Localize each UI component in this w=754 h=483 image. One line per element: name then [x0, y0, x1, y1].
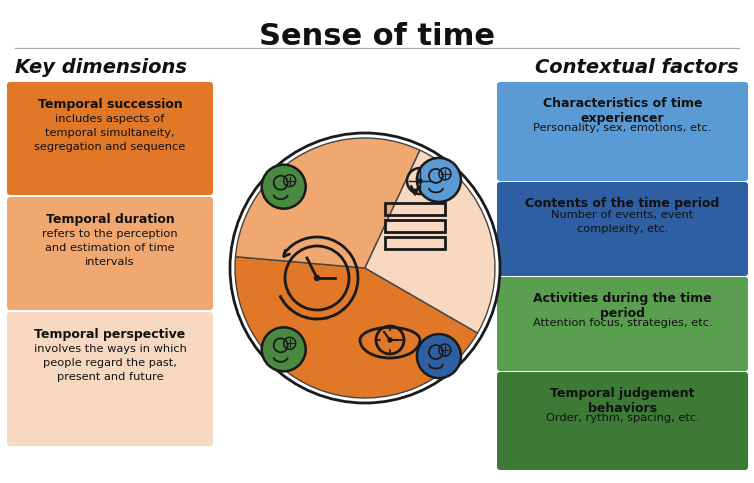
- Circle shape: [418, 179, 422, 183]
- Text: Personality, sex, emotions, etc.: Personality, sex, emotions, etc.: [533, 123, 712, 133]
- Text: Temporal succession: Temporal succession: [38, 98, 182, 111]
- Circle shape: [388, 338, 392, 342]
- Text: Temporal perspective: Temporal perspective: [35, 328, 185, 341]
- Circle shape: [230, 133, 500, 403]
- Circle shape: [342, 308, 345, 311]
- Text: Number of events, event
complexity, etc.: Number of events, event complexity, etc.: [551, 210, 694, 234]
- Text: includes aspects of
temporal simultaneity,
segregation and sequence: includes aspects of temporal simultaneit…: [35, 114, 185, 152]
- Circle shape: [262, 327, 305, 371]
- FancyBboxPatch shape: [497, 82, 748, 181]
- FancyBboxPatch shape: [7, 312, 213, 446]
- Circle shape: [417, 158, 461, 202]
- Text: Contents of the time period: Contents of the time period: [526, 197, 719, 210]
- Circle shape: [282, 300, 285, 303]
- Wedge shape: [235, 138, 420, 268]
- FancyBboxPatch shape: [7, 82, 213, 195]
- FancyBboxPatch shape: [497, 277, 748, 371]
- Text: Temporal judgement
behaviors: Temporal judgement behaviors: [550, 387, 694, 415]
- Text: Contextual factors: Contextual factors: [535, 58, 739, 77]
- Text: refers to the perception
and estimation of time
intervals: refers to the perception and estimation …: [42, 229, 178, 267]
- Circle shape: [325, 316, 328, 319]
- FancyBboxPatch shape: [497, 182, 748, 276]
- Text: Activities during the time
period: Activities during the time period: [533, 292, 712, 320]
- Text: involves the ways in which
people regard the past,
present and future: involves the ways in which people regard…: [34, 344, 186, 382]
- Text: Sense of time: Sense of time: [259, 22, 495, 51]
- FancyBboxPatch shape: [7, 197, 213, 310]
- Circle shape: [262, 165, 305, 209]
- Circle shape: [314, 275, 320, 281]
- Text: Order, rythm, spacing, etc.: Order, rythm, spacing, etc.: [546, 413, 700, 423]
- Text: Temporal duration: Temporal duration: [46, 213, 174, 226]
- Text: Characteristics of time
experiencer: Characteristics of time experiencer: [543, 97, 702, 125]
- Wedge shape: [235, 256, 477, 398]
- FancyBboxPatch shape: [497, 372, 748, 470]
- Circle shape: [296, 313, 299, 316]
- Circle shape: [315, 317, 318, 321]
- Circle shape: [417, 334, 461, 378]
- Circle shape: [334, 313, 337, 316]
- Text: Attention focus, strategies, etc.: Attention focus, strategies, etc.: [532, 318, 713, 328]
- Circle shape: [305, 316, 308, 319]
- Text: Key dimensions: Key dimensions: [15, 58, 187, 77]
- Circle shape: [288, 307, 291, 310]
- Wedge shape: [365, 150, 495, 333]
